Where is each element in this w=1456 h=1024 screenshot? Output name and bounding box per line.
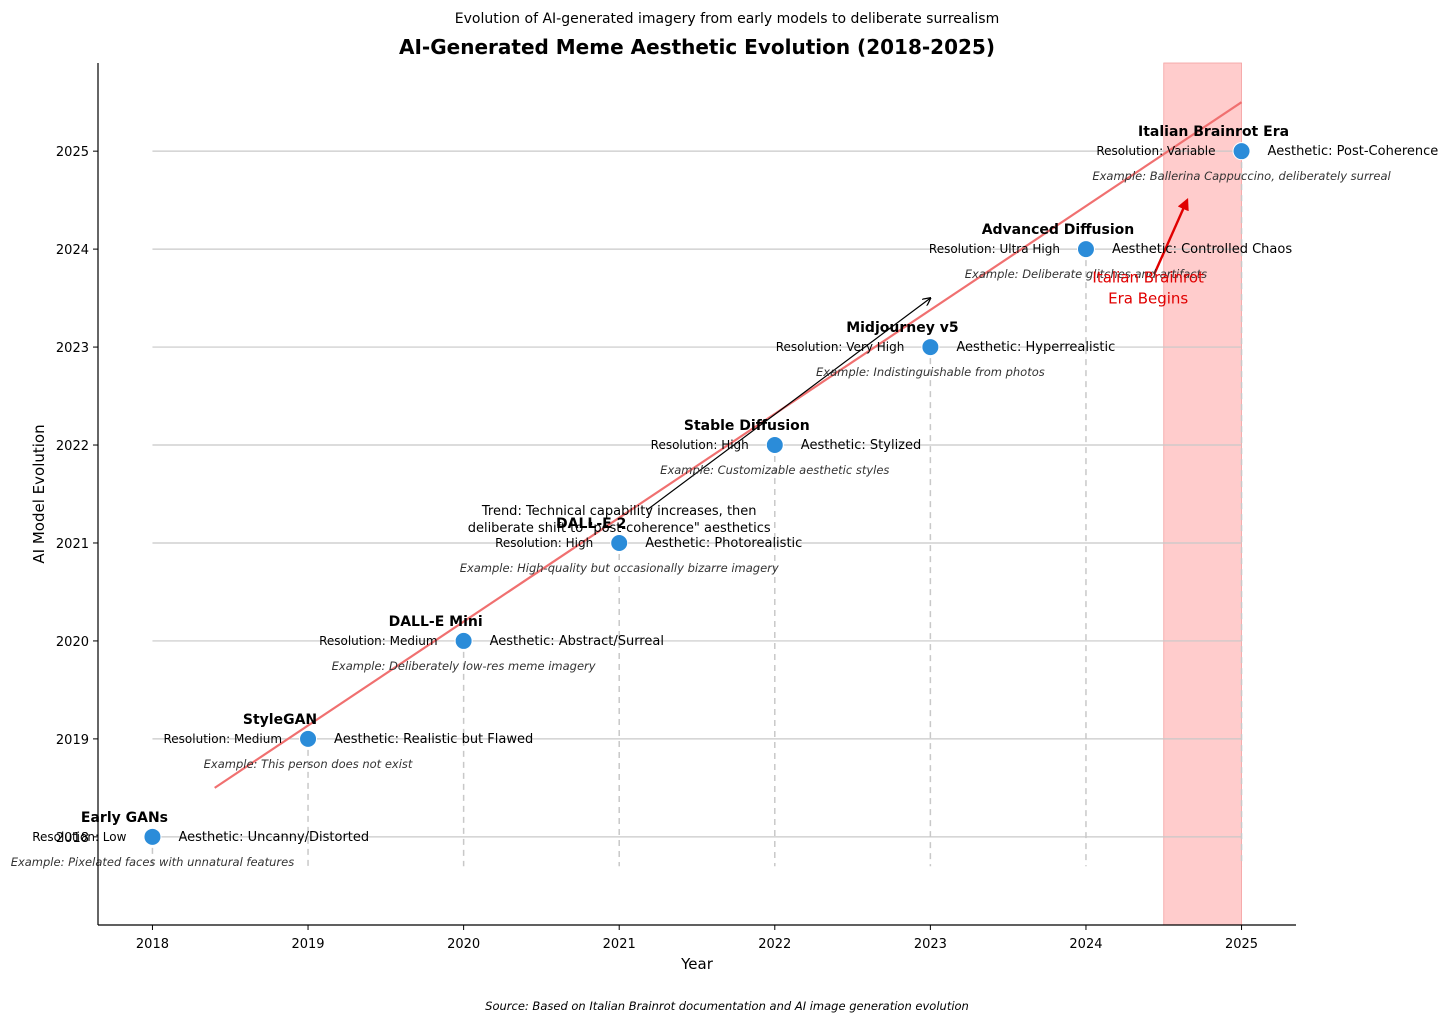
annotation-arrow-0: [646, 298, 930, 511]
point-aesthetic-6: Aesthetic: Controlled Chaos: [1112, 242, 1292, 257]
point-name-2: DALL-E Mini: [389, 614, 483, 630]
point-name-3: DALL-E 2: [556, 516, 626, 532]
point-resolution-3: Resolution: High: [495, 536, 593, 550]
point-resolution-0: Resolution: Low: [32, 830, 126, 844]
x-tick-label-5: 2023: [914, 937, 947, 952]
point-name-1: StyleGAN: [243, 712, 317, 728]
data-point-5: [921, 338, 940, 357]
point-resolution-6: Resolution: Ultra High: [929, 242, 1060, 256]
point-aesthetic-1: Aesthetic: Realistic but Flawed: [334, 732, 533, 747]
y-tick-label-1: 2019: [56, 733, 89, 748]
y-tick-label-7: 2025: [56, 145, 89, 160]
y-tick-label-0: 2018: [56, 831, 89, 846]
y-tick-label-3: 2021: [56, 537, 89, 552]
x-tick-label-7: 2025: [1225, 937, 1258, 952]
y-tick-label-6: 2024: [56, 243, 89, 258]
data-point-0: [143, 827, 162, 846]
annotation-0-text-0: Trend: Technical capability increases, t…: [481, 504, 757, 519]
point-name-0: Early GANs: [81, 810, 168, 826]
point-name-6: Advanced Diffusion: [982, 222, 1135, 238]
point-example-1: Example: This person does not exist: [204, 757, 413, 771]
data-point-3: [610, 533, 629, 552]
point-resolution-5: Resolution: Very High: [776, 340, 905, 354]
point-aesthetic-0: Aesthetic: Uncanny/Distorted: [178, 830, 369, 845]
annotation-1-text-1: Era Begins: [1108, 290, 1188, 308]
x-tick-label-4: 2022: [758, 937, 791, 952]
point-aesthetic-2: Aesthetic: Abstract/Surreal: [490, 634, 664, 649]
data-point-6: [1076, 240, 1095, 259]
point-aesthetic-3: Aesthetic: Photorealistic: [645, 536, 802, 551]
annotation-0-text-1: deliberate shift to "post-coherence" aes…: [468, 521, 771, 536]
data-point-7: [1232, 142, 1251, 161]
point-name-4: Stable Diffusion: [684, 418, 810, 434]
annotation-arrow-1: [1153, 197, 1189, 275]
source-note: Source: Based on Italian Brainrot docume…: [485, 999, 969, 1013]
chart-title: AI-Generated Meme Aesthetic Evolution (2…: [399, 35, 995, 59]
point-example-7: Example: Ballerina Cappuccino, deliberat…: [1092, 169, 1391, 183]
y-axis-label: AI Model Evolution: [30, 424, 48, 563]
point-name-5: Midjourney v5: [846, 320, 958, 336]
point-aesthetic-4: Aesthetic: Stylized: [801, 438, 921, 453]
x-axis-label: Year: [680, 955, 714, 973]
x-tick-label-2: 2020: [447, 937, 480, 952]
y-tick-label-2: 2020: [56, 635, 89, 650]
y-tick-label-5: 2023: [56, 341, 89, 356]
point-name-7: Italian Brainrot Era: [1138, 124, 1289, 140]
x-tick-label-0: 2018: [136, 937, 169, 952]
y-tick-label-4: 2022: [56, 439, 89, 454]
highlight-span: [1163, 62, 1242, 926]
chart-subtitle: Evolution of AI-generated imagery from e…: [455, 11, 999, 27]
point-example-4: Example: Customizable aesthetic styles: [660, 463, 889, 477]
point-resolution-2: Resolution: Medium: [319, 634, 438, 648]
x-tick-label-3: 2021: [603, 937, 636, 952]
point-example-0: Example: Pixelated faces with unnatural …: [11, 855, 295, 869]
point-resolution-1: Resolution: Medium: [163, 732, 282, 746]
trend-line: [214, 101, 1243, 789]
point-aesthetic-7: Aesthetic: Post-Coherence: [1268, 144, 1439, 159]
point-example-2: Example: Deliberately low-res meme image…: [332, 659, 596, 673]
point-aesthetic-5: Aesthetic: Hyperrealistic: [956, 340, 1115, 355]
data-point-4: [765, 436, 784, 455]
point-example-3: Example: High-quality but occasionally b…: [460, 561, 779, 575]
point-example-5: Example: Indistinguishable from photos: [816, 365, 1045, 379]
point-resolution-7: Resolution: Variable: [1096, 144, 1215, 158]
data-point-1: [299, 729, 318, 748]
point-example-6: Example: Deliberate glitches and artifac…: [965, 267, 1207, 281]
point-resolution-4: Resolution: High: [651, 438, 749, 452]
x-tick-label-6: 2024: [1069, 937, 1102, 952]
annotation-1-text-0: Italian Brainrot: [1092, 269, 1204, 287]
data-point-2: [454, 631, 473, 650]
x-tick-label-1: 2019: [291, 937, 324, 952]
